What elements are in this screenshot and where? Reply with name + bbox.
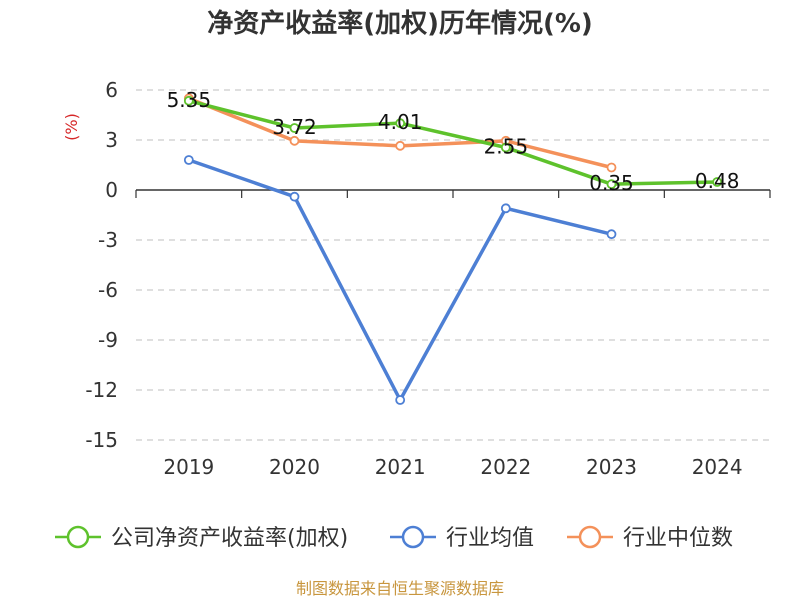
- data-point: [289, 191, 300, 202]
- data-point: [395, 118, 406, 129]
- x-tick-label: 2022: [480, 455, 531, 479]
- series-line: [188, 158, 612, 402]
- legend-label: 行业中位数: [623, 526, 733, 551]
- y-axis-unit: (%): [62, 113, 81, 141]
- data-label: 3.72: [272, 115, 317, 139]
- data-point: [183, 95, 194, 106]
- data-point: [712, 177, 723, 187]
- x-tick-label: 2024: [692, 455, 743, 479]
- legend-swatch-marker: [401, 525, 425, 549]
- x-tick-label: 2019: [163, 455, 214, 479]
- data-point: [395, 395, 406, 405]
- data-point: [606, 162, 617, 173]
- data-point: [500, 203, 511, 214]
- data-point: [500, 142, 511, 153]
- data-point: [289, 123, 300, 133]
- y-tick-label: -3: [98, 228, 118, 252]
- x-tick-label: 2023: [586, 455, 637, 479]
- y-tick-label: 0: [105, 178, 118, 202]
- data-labels: 5.35 3.72 4.01 2.55 0.35 0.48: [167, 88, 740, 195]
- data-point: [606, 179, 617, 190]
- y-tick-label: -15: [85, 428, 118, 452]
- chart-title: 净资产收益率(加权)历年情况(%): [207, 8, 593, 39]
- series-lines: [183, 93, 723, 405]
- series-line: [188, 99, 718, 186]
- x-axis-ticks: 2019 2020 2021 2022 2023 2024: [163, 455, 742, 479]
- x-axis: [135, 189, 771, 198]
- data-label: 0.35: [589, 171, 634, 195]
- legend-label: 公司净资产收益率(加权): [111, 526, 348, 551]
- legend-item[interactable]: 公司净资产收益率(加权): [55, 525, 348, 551]
- y-tick-label: 3: [105, 128, 118, 152]
- y-tick-label: -9: [98, 328, 118, 352]
- y-axis-ticks: 6 3 0 -3 -6 -9 -12 -15: [85, 78, 118, 452]
- source-note: 制图数据来自恒生聚源数据库: [296, 579, 504, 598]
- data-point: [183, 155, 194, 165]
- legend-swatch-marker: [66, 525, 90, 549]
- data-label: 4.01: [378, 110, 423, 134]
- legend-label: 行业均值: [446, 526, 534, 551]
- legend[interactable]: 公司净资产收益率(加权) 行业均值 行业中位数: [55, 525, 733, 551]
- legend-swatch-marker: [578, 525, 602, 549]
- y-tick-label: -12: [85, 378, 118, 402]
- grid-lines: [136, 89, 770, 441]
- data-point: [606, 229, 617, 240]
- x-tick-label: 2021: [375, 455, 426, 479]
- data-point: [289, 135, 300, 146]
- data-label: 5.35: [167, 88, 212, 112]
- data-label: 2.55: [484, 135, 529, 159]
- y-tick-label: -6: [98, 278, 118, 302]
- x-tick-label: 2020: [269, 455, 320, 479]
- y-tick-label: 6: [105, 78, 118, 102]
- legend-item[interactable]: 行业中位数: [567, 525, 733, 551]
- data-point: [395, 140, 406, 151]
- data-label: 0.48: [695, 169, 740, 193]
- legend-item[interactable]: 行业均值: [390, 525, 534, 551]
